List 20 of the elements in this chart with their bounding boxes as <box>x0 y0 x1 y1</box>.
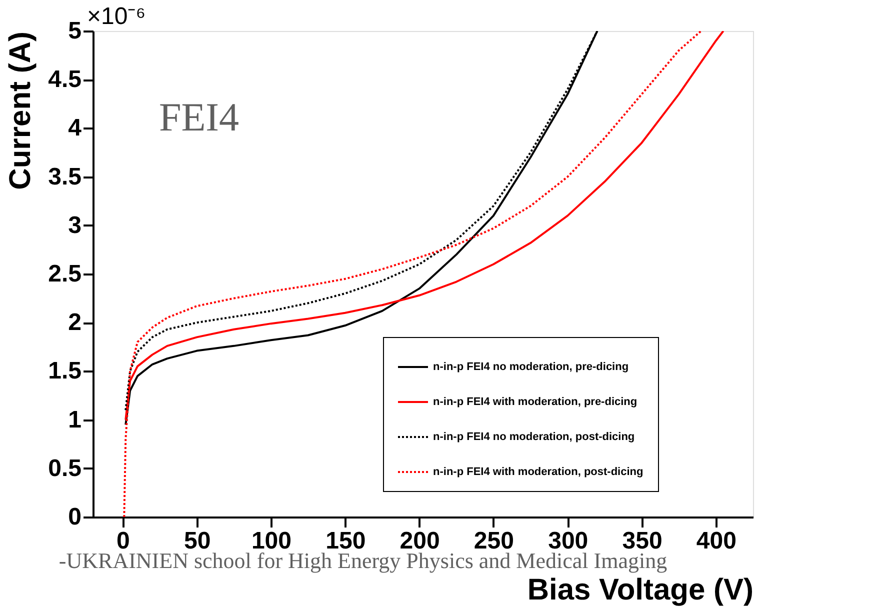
legend-label: n-in-p FEI4 with moderation, pre-dicing <box>433 396 638 408</box>
legend-label: n-in-p FEI4 with moderation, post-dicing <box>433 466 644 478</box>
y-tick-label: 4 <box>68 114 82 142</box>
y-tick-label: 0.5 <box>48 454 82 482</box>
y-tick-label: 1.5 <box>48 358 82 385</box>
x-tick-label: 400 <box>696 528 736 554</box>
y-tick-label: 3.5 <box>48 163 82 190</box>
y-tick-label: 3 <box>68 212 82 239</box>
legend-label: n-in-p FEI4 no moderation, pre-dicing <box>433 361 629 373</box>
y-tick-label: 2 <box>68 309 82 336</box>
y-tick-label: 5 <box>68 18 82 44</box>
annotation: FEI4 <box>159 94 239 140</box>
y-tick-label: 1 <box>68 406 82 434</box>
y-tick-label: 0 <box>68 504 82 530</box>
x-axis-title: Bias Voltage (V) <box>527 574 754 606</box>
y-axis-title: Current (A) <box>4 32 38 190</box>
legend-label: n-in-p FEI4 no moderation, post-dicing <box>433 431 635 443</box>
text: ×10⁻⁶ <box>87 3 146 30</box>
y-tick-label: 2.5 <box>48 260 82 288</box>
y-tick-label: 4.5 <box>48 66 82 94</box>
